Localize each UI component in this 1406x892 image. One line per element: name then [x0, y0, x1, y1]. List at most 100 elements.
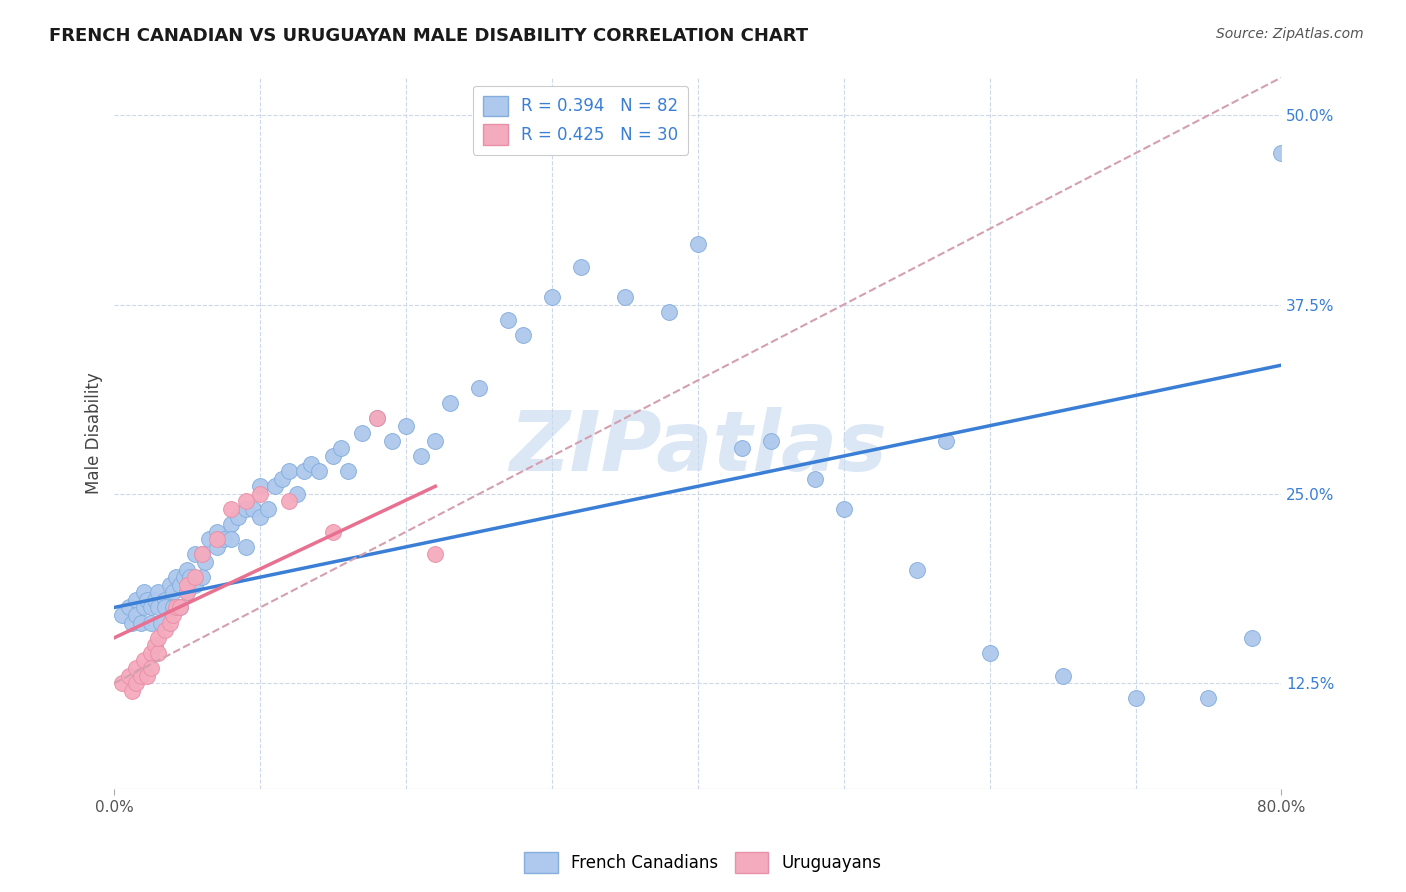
Point — [183, 570, 205, 584]
Point — [322, 449, 344, 463]
Point — [111, 676, 134, 690]
Point — [409, 449, 432, 463]
Point — [228, 509, 250, 524]
Point — [176, 585, 198, 599]
Point — [125, 661, 148, 675]
Point — [1270, 146, 1292, 161]
Point — [512, 327, 534, 342]
Point — [249, 479, 271, 493]
Point — [139, 661, 162, 675]
Point — [205, 533, 228, 547]
Point — [380, 434, 402, 448]
Point — [169, 600, 191, 615]
Point — [129, 668, 152, 682]
Point — [162, 600, 184, 615]
Point — [143, 592, 166, 607]
Point — [191, 548, 214, 562]
Point — [129, 615, 152, 630]
Point — [139, 615, 162, 630]
Y-axis label: Male Disability: Male Disability — [86, 373, 103, 494]
Point — [162, 607, 184, 622]
Point — [139, 646, 162, 660]
Point — [395, 418, 418, 433]
Point — [191, 548, 214, 562]
Point — [352, 426, 374, 441]
Point — [759, 434, 782, 448]
Point — [146, 585, 169, 599]
Text: ZIPatlas: ZIPatlas — [509, 407, 887, 488]
Point — [686, 237, 709, 252]
Point — [263, 479, 285, 493]
Point — [165, 600, 187, 615]
Text: FRENCH CANADIAN VS URUGUAYAN MALE DISABILITY CORRELATION CHART: FRENCH CANADIAN VS URUGUAYAN MALE DISABI… — [49, 27, 808, 45]
Point — [308, 464, 330, 478]
Text: Source: ZipAtlas.com: Source: ZipAtlas.com — [1216, 27, 1364, 41]
Legend: French Canadians, Uruguayans: French Canadians, Uruguayans — [517, 846, 889, 880]
Point — [205, 524, 228, 539]
Point — [219, 533, 242, 547]
Point — [569, 260, 592, 274]
Point — [125, 607, 148, 622]
Point — [336, 464, 359, 478]
Point — [125, 592, 148, 607]
Point — [176, 578, 198, 592]
Point — [176, 563, 198, 577]
Point — [169, 600, 191, 615]
Point — [183, 578, 205, 592]
Point — [169, 578, 191, 592]
Point — [155, 600, 177, 615]
Point — [803, 472, 825, 486]
Point — [1125, 691, 1147, 706]
Point — [366, 411, 388, 425]
Point — [256, 502, 278, 516]
Point — [135, 668, 157, 682]
Point — [425, 434, 447, 448]
Point — [146, 631, 169, 645]
Point — [198, 533, 221, 547]
Point — [292, 464, 315, 478]
Point — [155, 623, 177, 637]
Point — [329, 442, 352, 456]
Point — [935, 434, 957, 448]
Point — [155, 592, 177, 607]
Point — [132, 653, 155, 667]
Point — [111, 607, 134, 622]
Legend: R = 0.394   N = 82, R = 0.425   N = 30: R = 0.394 N = 82, R = 0.425 N = 30 — [472, 86, 689, 155]
Point — [832, 502, 855, 516]
Point — [162, 585, 184, 599]
Point — [366, 411, 388, 425]
Point — [249, 487, 271, 501]
Point — [731, 442, 754, 456]
Point — [658, 305, 681, 319]
Point — [498, 312, 520, 326]
Point — [194, 555, 217, 569]
Point — [183, 548, 205, 562]
Point — [242, 502, 264, 516]
Point — [299, 457, 322, 471]
Point — [271, 472, 294, 486]
Point — [425, 548, 447, 562]
Point — [159, 615, 181, 630]
Point — [121, 615, 143, 630]
Point — [468, 381, 491, 395]
Point — [165, 570, 187, 584]
Point — [541, 290, 564, 304]
Point — [219, 502, 242, 516]
Point — [322, 524, 344, 539]
Point — [176, 585, 198, 599]
Point — [125, 676, 148, 690]
Point — [1052, 668, 1074, 682]
Point — [979, 646, 1001, 660]
Point — [191, 570, 214, 584]
Point — [278, 494, 301, 508]
Point — [278, 464, 301, 478]
Point — [179, 570, 201, 584]
Point — [173, 570, 195, 584]
Point — [205, 540, 228, 554]
Point — [249, 509, 271, 524]
Point — [143, 638, 166, 652]
Point — [235, 502, 257, 516]
Point — [285, 487, 308, 501]
Point — [150, 615, 173, 630]
Point — [121, 683, 143, 698]
